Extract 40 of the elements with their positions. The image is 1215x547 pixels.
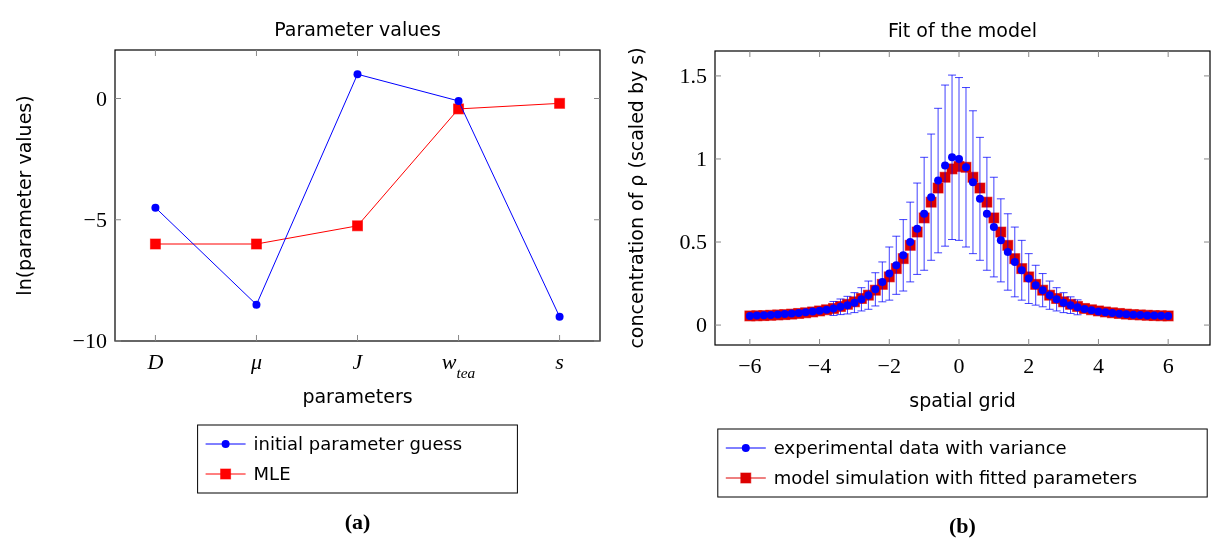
y-axis-title: ln(parameter values)	[13, 95, 35, 296]
point	[554, 97, 566, 109]
y-tick-label: 0	[696, 312, 707, 338]
legend-label: model simulation with fitted parameters	[773, 467, 1138, 488]
x-tick-label: D	[146, 349, 164, 374]
x-axis-title: parameters	[302, 385, 413, 407]
x-axis-title: spatial grid	[909, 389, 1016, 411]
y-axis-title: concentration of ρ (scaled by s)	[625, 47, 647, 349]
point	[252, 300, 261, 309]
y-tick-label: −10	[72, 328, 107, 353]
y-tick-label: 1	[696, 145, 707, 171]
text: (b)	[949, 513, 976, 538]
point	[250, 238, 262, 250]
x-tick-label: s	[555, 349, 564, 374]
legend-label: initial parameter guess	[253, 433, 463, 454]
point	[352, 220, 363, 232]
point	[149, 238, 161, 250]
x-tick-label: 0	[953, 353, 965, 378]
point	[555, 312, 564, 321]
chart-title: Fit of the model	[887, 19, 1038, 41]
x-tick-label: −2	[877, 353, 902, 378]
point	[353, 70, 362, 79]
x-tick-label: 6	[1162, 353, 1174, 378]
x-tick-label: w$_{tea}$	[441, 349, 476, 381]
y-tick-label: 0.5	[679, 229, 707, 255]
point	[151, 203, 160, 212]
x-tick-label: J	[352, 349, 364, 374]
legend-label: experimental data with variance	[773, 437, 1067, 458]
point	[454, 96, 463, 105]
y-tick-label: 0	[96, 85, 107, 111]
text: (a)	[344, 509, 371, 534]
chart-title: Parameter values	[274, 18, 441, 40]
x-tick-label: μ	[249, 349, 262, 374]
x-tick-label: −4	[807, 353, 832, 378]
x-tick-label: −6	[738, 353, 762, 378]
y-tick-label: −5	[83, 206, 107, 232]
x-tick-label: 4	[1092, 353, 1104, 378]
x-tick-label: 2	[1023, 353, 1035, 378]
legend-label: MLE	[253, 463, 291, 484]
y-tick-label: 1.5	[679, 62, 707, 88]
